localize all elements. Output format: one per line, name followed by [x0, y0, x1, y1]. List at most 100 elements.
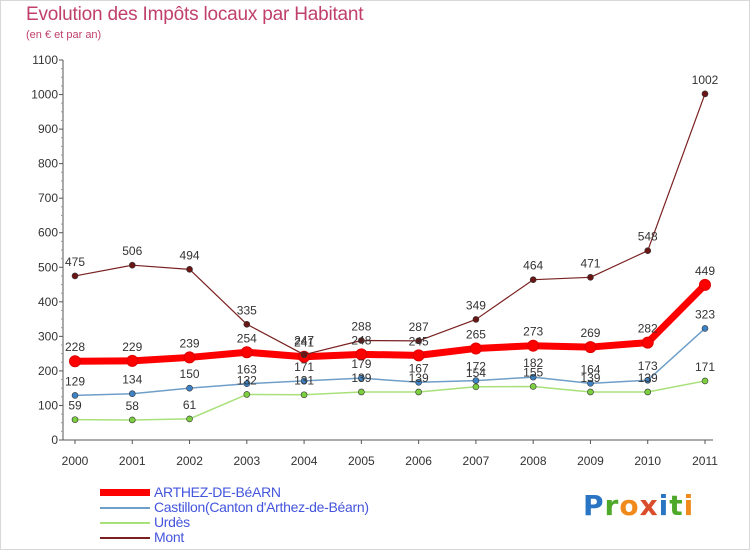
data-label: 239 — [180, 336, 200, 350]
data-label: 349 — [466, 298, 486, 312]
x-tick-label: 2011 — [692, 454, 718, 468]
data-label: 254 — [237, 331, 257, 345]
y-tick-label: 0 — [51, 433, 58, 447]
data-label: 139 — [638, 371, 658, 385]
y-tick-label: 500 — [38, 260, 58, 274]
data-label: 173 — [638, 359, 658, 373]
series-point — [701, 90, 709, 98]
series-point — [472, 383, 480, 391]
series-point — [128, 261, 136, 269]
legend-label: Mont — [154, 529, 184, 545]
y-tick-label: 700 — [38, 191, 58, 205]
series-point — [183, 351, 196, 364]
data-label: 265 — [466, 327, 486, 341]
data-label: 228 — [65, 340, 85, 354]
series-point — [641, 336, 654, 349]
data-label: 150 — [180, 367, 200, 381]
series-point — [300, 377, 308, 385]
series-point — [529, 373, 537, 381]
data-label: 131 — [294, 374, 314, 388]
series-point — [529, 276, 537, 284]
x-tick-label: 2009 — [577, 454, 604, 468]
series-point — [415, 379, 422, 386]
data-label: 139 — [409, 371, 429, 385]
data-label: 494 — [180, 248, 200, 262]
series-point — [69, 355, 81, 368]
x-tick-label: 2000 — [62, 454, 89, 468]
data-label: 139 — [580, 371, 600, 385]
data-label: 172 — [466, 360, 486, 374]
data-label: 269 — [580, 326, 600, 340]
data-label: 155 — [523, 365, 543, 379]
y-tick-label: 300 — [38, 329, 58, 343]
series-point — [71, 272, 79, 280]
series-point — [527, 339, 540, 352]
y-tick-label: 1100 — [32, 53, 58, 67]
legend-item: Mont — [100, 530, 369, 545]
series-point — [587, 380, 594, 387]
proxiti-logo: Proxiti — [583, 489, 694, 522]
y-tick-label: 100 — [38, 398, 58, 412]
series-point — [128, 390, 136, 398]
series-point — [472, 316, 480, 323]
data-label: 1002 — [692, 73, 719, 87]
series-point — [529, 383, 537, 390]
data-label: 171 — [695, 360, 715, 374]
data-label: 335 — [237, 303, 257, 317]
data-label: 59 — [68, 399, 82, 413]
series-point — [584, 341, 597, 354]
legend-label: ARTHEZ-DE-BéARN — [154, 484, 281, 500]
x-tick-label: 2001 — [119, 454, 146, 468]
data-label: 132 — [237, 373, 257, 387]
series-point — [415, 388, 422, 396]
data-label: 229 — [122, 340, 142, 354]
series-point — [243, 380, 251, 387]
series-point — [701, 377, 709, 385]
data-label: 134 — [122, 373, 142, 387]
legend-label: Castillon(Canton d'Arthez-de-Béarn) — [154, 499, 369, 515]
legend-label: Urdès — [154, 514, 190, 530]
data-label: 245 — [409, 334, 429, 348]
series-point — [415, 337, 422, 345]
chart-legend: ARTHEZ-DE-BéARN Castillon(Canton d'Arthez… — [100, 485, 369, 545]
series-point — [300, 351, 308, 358]
chart-title: Evolution des Impôts locaux par Habitant — [26, 4, 364, 25]
logo-letter: t — [669, 489, 684, 522]
series-point — [358, 337, 365, 344]
series-point — [644, 388, 652, 396]
series-line-3 — [74, 93, 706, 356]
data-label: 471 — [580, 256, 600, 270]
x-tick-label: 2003 — [233, 454, 260, 468]
series-point — [358, 388, 365, 396]
data-label: 273 — [523, 325, 543, 339]
series-line-0 — [71, 281, 709, 365]
x-tick-label: 2007 — [463, 454, 490, 468]
data-label: 506 — [122, 244, 142, 258]
data-label: 164 — [580, 362, 600, 376]
series-point — [186, 266, 193, 273]
data-label: 179 — [351, 357, 371, 371]
data-label: 464 — [523, 259, 543, 273]
data-label: 171 — [294, 360, 314, 374]
y-tick-label: 900 — [38, 122, 58, 136]
x-tick-label: 2006 — [405, 454, 432, 468]
data-label: 323 — [695, 307, 715, 321]
series-point — [243, 320, 251, 328]
data-label: 167 — [409, 361, 429, 375]
data-label: 548 — [638, 230, 658, 244]
series-line-1 — [74, 327, 706, 397]
legend-swatch — [100, 506, 150, 509]
series-point — [243, 391, 251, 398]
data-label: 139 — [351, 371, 371, 385]
x-tick-label: 2010 — [634, 454, 661, 468]
series-point — [240, 346, 253, 359]
legend-swatch — [100, 536, 150, 539]
series-point — [186, 415, 193, 423]
legend-item: Urdès — [100, 515, 369, 530]
data-label: 58 — [126, 399, 140, 413]
data-label: 154 — [466, 366, 486, 380]
legend-swatch — [100, 489, 150, 496]
logo-letter: r — [604, 489, 620, 522]
logo-letter: P — [583, 489, 605, 522]
